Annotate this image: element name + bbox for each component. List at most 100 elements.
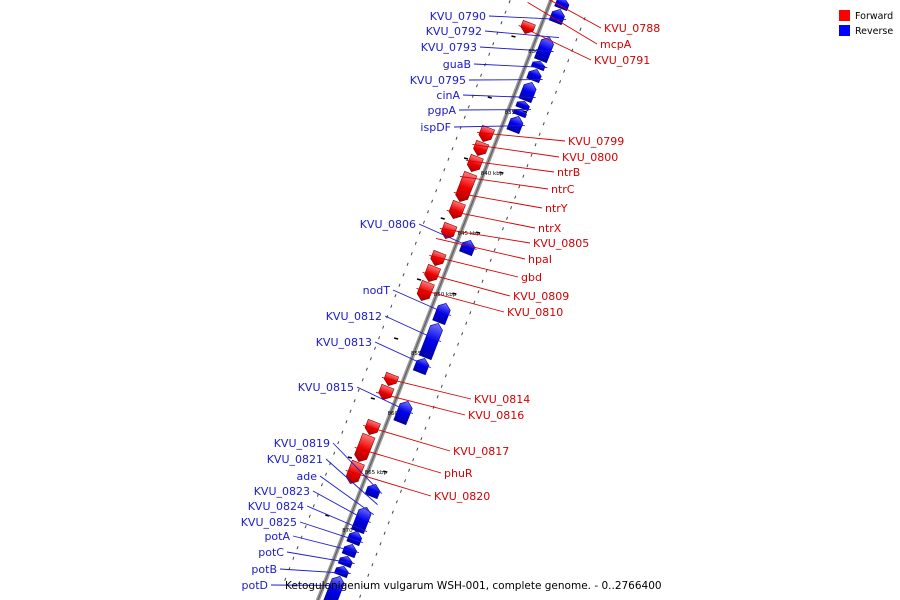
gene-label[interactable]: KVU_0788 bbox=[604, 22, 660, 35]
tick-mark bbox=[363, 584, 366, 588]
gene-label[interactable]: KVU_0823 bbox=[254, 485, 310, 498]
tick-mark bbox=[422, 220, 425, 224]
tick-mark bbox=[439, 178, 442, 182]
tick-mark bbox=[341, 430, 344, 434]
gene-label[interactable]: KVU_0821 bbox=[267, 453, 323, 466]
gene-label[interactable]: KVU_0817 bbox=[453, 445, 509, 458]
tick-mark bbox=[390, 304, 393, 308]
leader-line bbox=[356, 386, 414, 415]
tick-mark bbox=[465, 321, 468, 325]
gene-label[interactable]: KVU_0810 bbox=[507, 306, 563, 319]
reverse-gene-arrow[interactable] bbox=[554, 0, 571, 12]
gene-label[interactable]: potA bbox=[264, 530, 290, 543]
legend-reverse-swatch bbox=[839, 25, 850, 36]
forward-gene-arrow[interactable] bbox=[415, 279, 435, 303]
forward-gene-arrow[interactable] bbox=[363, 418, 381, 437]
gene-label[interactable]: KVU_0813 bbox=[316, 336, 372, 349]
tick-mark bbox=[534, 143, 537, 147]
reverse-gene-arrow[interactable] bbox=[506, 114, 525, 135]
forward-gene-arrow[interactable] bbox=[439, 221, 458, 241]
gene-label[interactable]: KVU_0795 bbox=[410, 74, 466, 87]
tick-mark bbox=[526, 164, 529, 168]
tick-mark bbox=[510, 206, 513, 210]
gene-label[interactable]: ispDF bbox=[420, 121, 451, 134]
reverse-gene-arrow[interactable] bbox=[418, 321, 444, 361]
forward-gene-arrow[interactable] bbox=[344, 459, 365, 486]
forward-gene-arrow[interactable] bbox=[465, 153, 484, 174]
leader-line bbox=[325, 458, 378, 505]
gene-label[interactable]: KVU_0825 bbox=[241, 516, 297, 529]
forward-gene-arrow[interactable] bbox=[532, 0, 548, 2]
gene-label[interactable]: KVU_0805 bbox=[533, 237, 589, 250]
gene-label[interactable]: KVU_0793 bbox=[421, 41, 477, 54]
reverse-gene-arrow[interactable] bbox=[515, 99, 531, 112]
tick-mark bbox=[412, 458, 415, 462]
reverse-gene-arrow[interactable] bbox=[548, 7, 566, 26]
gene-label[interactable]: KVU_0819 bbox=[274, 437, 330, 450]
gene-label[interactable]: KVU_0816 bbox=[468, 409, 524, 422]
forward-gene-arrow[interactable] bbox=[382, 371, 400, 388]
tick-mark bbox=[550, 101, 553, 105]
leader-line bbox=[453, 125, 525, 128]
gene-label[interactable]: KVU_0800 bbox=[562, 151, 618, 164]
tick-mark bbox=[480, 73, 483, 77]
gene-label[interactable]: gbd bbox=[521, 271, 542, 284]
gene-label[interactable]: potB bbox=[251, 563, 277, 576]
gene-label[interactable]: KVU_0812 bbox=[326, 310, 382, 323]
gene-label[interactable]: KVU_0792 bbox=[426, 25, 482, 38]
gene-label[interactable]: potD bbox=[242, 579, 269, 592]
gene-label[interactable]: potC bbox=[258, 546, 284, 559]
gene-label[interactable]: KVU_0814 bbox=[474, 393, 530, 406]
reverse-gene-arrow[interactable] bbox=[393, 399, 414, 426]
leader-line bbox=[418, 223, 477, 251]
tick-mark bbox=[508, 0, 511, 4]
tick-mark bbox=[361, 378, 364, 382]
tick-mark bbox=[492, 42, 495, 46]
forward-gene-arrow[interactable] bbox=[353, 432, 376, 464]
gene-label[interactable]: cinA bbox=[436, 89, 460, 102]
gene-label[interactable]: phuR bbox=[444, 467, 473, 480]
reverse-gene-arrow[interactable] bbox=[322, 574, 346, 600]
leader-line bbox=[488, 15, 566, 21]
leader-line bbox=[381, 376, 472, 400]
tick-mark bbox=[436, 395, 439, 399]
forward-gene-arrow[interactable] bbox=[519, 19, 536, 36]
gene-label[interactable]: KVU_0824 bbox=[248, 500, 304, 513]
gene-label[interactable]: KVU_0806 bbox=[360, 218, 416, 231]
forward-gene-arrow[interactable] bbox=[423, 263, 442, 284]
gene-label[interactable]: KVU_0799 bbox=[568, 135, 624, 148]
gene-label[interactable]: KVU_0790 bbox=[430, 10, 486, 23]
reverse-gene-arrow[interactable] bbox=[432, 301, 452, 326]
gene-label[interactable]: KVU_0820 bbox=[434, 490, 490, 503]
scale-tick bbox=[347, 456, 353, 459]
gene-label[interactable]: ntrY bbox=[545, 202, 568, 215]
scale-tick bbox=[463, 157, 469, 160]
gene-label[interactable]: ade bbox=[297, 470, 318, 483]
gene-label[interactable]: ntrC bbox=[551, 183, 575, 196]
scale-tick bbox=[475, 231, 481, 234]
gene-label[interactable]: KVU_0809 bbox=[513, 290, 569, 303]
gene-label[interactable]: KVU_0791 bbox=[594, 54, 650, 67]
tick-mark bbox=[554, 90, 557, 94]
leader-line bbox=[384, 315, 442, 343]
tick-mark bbox=[367, 573, 370, 577]
gene-label[interactable]: guaB bbox=[443, 58, 471, 71]
reverse-gene-arrow[interactable] bbox=[518, 80, 538, 104]
tick-mark bbox=[418, 231, 421, 235]
leader-line bbox=[292, 535, 359, 554]
leader-line bbox=[479, 46, 554, 53]
gene-label[interactable]: KVU_0815 bbox=[298, 381, 354, 394]
gene-label[interactable]: hpaI bbox=[528, 253, 552, 266]
reverse-gene-arrow[interactable] bbox=[346, 529, 364, 547]
gene-label[interactable]: pgpA bbox=[428, 104, 457, 117]
tick-mark bbox=[542, 122, 545, 126]
tick-mark bbox=[371, 563, 374, 567]
gene-label[interactable]: ntrB bbox=[557, 166, 580, 179]
gene-label[interactable]: nodT bbox=[363, 284, 391, 297]
gene-label[interactable]: ntrX bbox=[538, 222, 562, 235]
forward-gene-arrow[interactable] bbox=[472, 139, 490, 158]
leader-line bbox=[453, 191, 543, 209]
forward-gene-arrow[interactable] bbox=[447, 199, 466, 221]
gene-label[interactable]: mcpA bbox=[600, 38, 632, 51]
tick-mark bbox=[477, 290, 480, 294]
